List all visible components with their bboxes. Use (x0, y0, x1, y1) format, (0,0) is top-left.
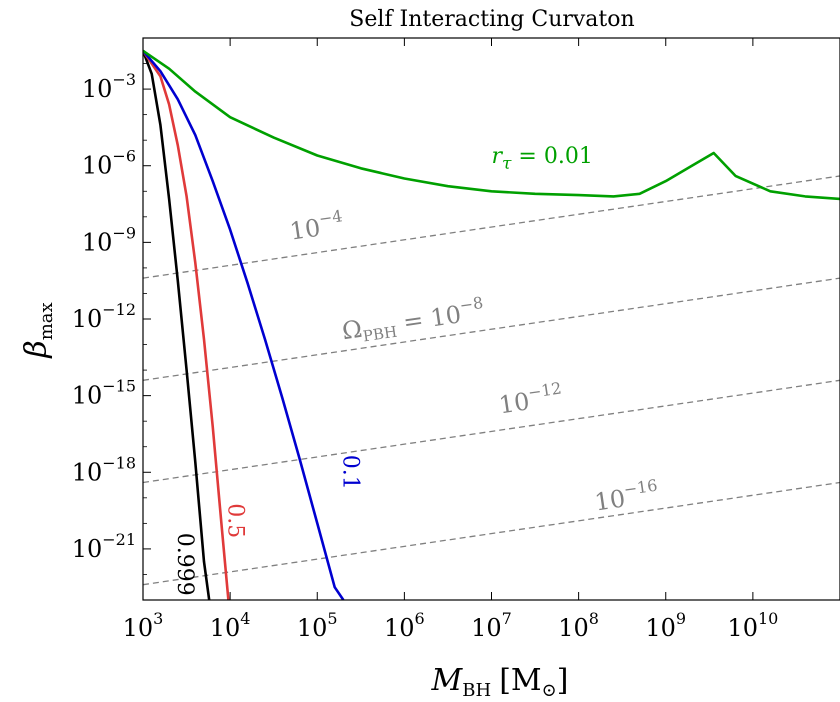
x-tick-label-2: 105 (297, 609, 338, 642)
y-tick-label-1: 10−6 (82, 147, 136, 180)
y-axis-label: βmax (19, 302, 57, 358)
series-line-3 (143, 49, 840, 201)
x-tick-label-0: 103 (123, 609, 164, 642)
x-tick-label-3: 106 (384, 609, 425, 642)
annotations: 10−4 ΩPBH = 10−810−12 10−16 0.999 0.5 0.1 rτ =… (172, 144, 660, 596)
reference-line-0 (143, 175, 840, 279)
y-tick-label-4: 10−15 (72, 377, 136, 410)
reference-line-label-0: 10−4 (287, 206, 345, 246)
reference-line-label-3: 10−16 (592, 476, 660, 517)
y-tick-label-0: 10−3 (82, 70, 136, 103)
series-line-1 (143, 50, 230, 600)
series-line-0 (143, 50, 211, 600)
y-tick-label-2: 10−9 (82, 223, 136, 256)
x-tick-label-4: 107 (471, 609, 512, 642)
curve-label-2: 0.1 (337, 455, 362, 490)
curve-label-1: 0.5 (222, 503, 247, 538)
x-axis-label: MBH [M⊙] (431, 663, 569, 701)
chart-title: Self Interacting Curvaton (349, 7, 634, 32)
y-tick-label-6: 10−21 (72, 530, 136, 563)
reference-line-label-1: ΩPBH = 10−8 (340, 293, 487, 348)
x-tick-label-1: 104 (210, 609, 251, 642)
y-tick-label-5: 10−18 (72, 453, 136, 486)
series-lines (143, 49, 840, 600)
x-tick-label-7: 1010 (727, 609, 778, 642)
curve-label-3: rτ = 0.01 (492, 144, 593, 174)
reference-line-label-2: 10−12 (496, 378, 564, 419)
reference-line-3 (143, 481, 840, 586)
x-tick-label-5: 108 (558, 609, 599, 642)
reference-line-2 (143, 379, 840, 484)
axis-ticks: 103 104 105 106 107 108 109 1010 10−3 10−6 10−9 10−… (72, 37, 778, 642)
y-tick-label-3: 10−12 (72, 300, 136, 333)
reference-line-1 (143, 277, 840, 381)
series-line-2 (143, 49, 345, 600)
curve-label-0: 0.999 (172, 533, 197, 596)
reference-lines (143, 175, 840, 586)
x-tick-label-6: 109 (645, 609, 686, 642)
